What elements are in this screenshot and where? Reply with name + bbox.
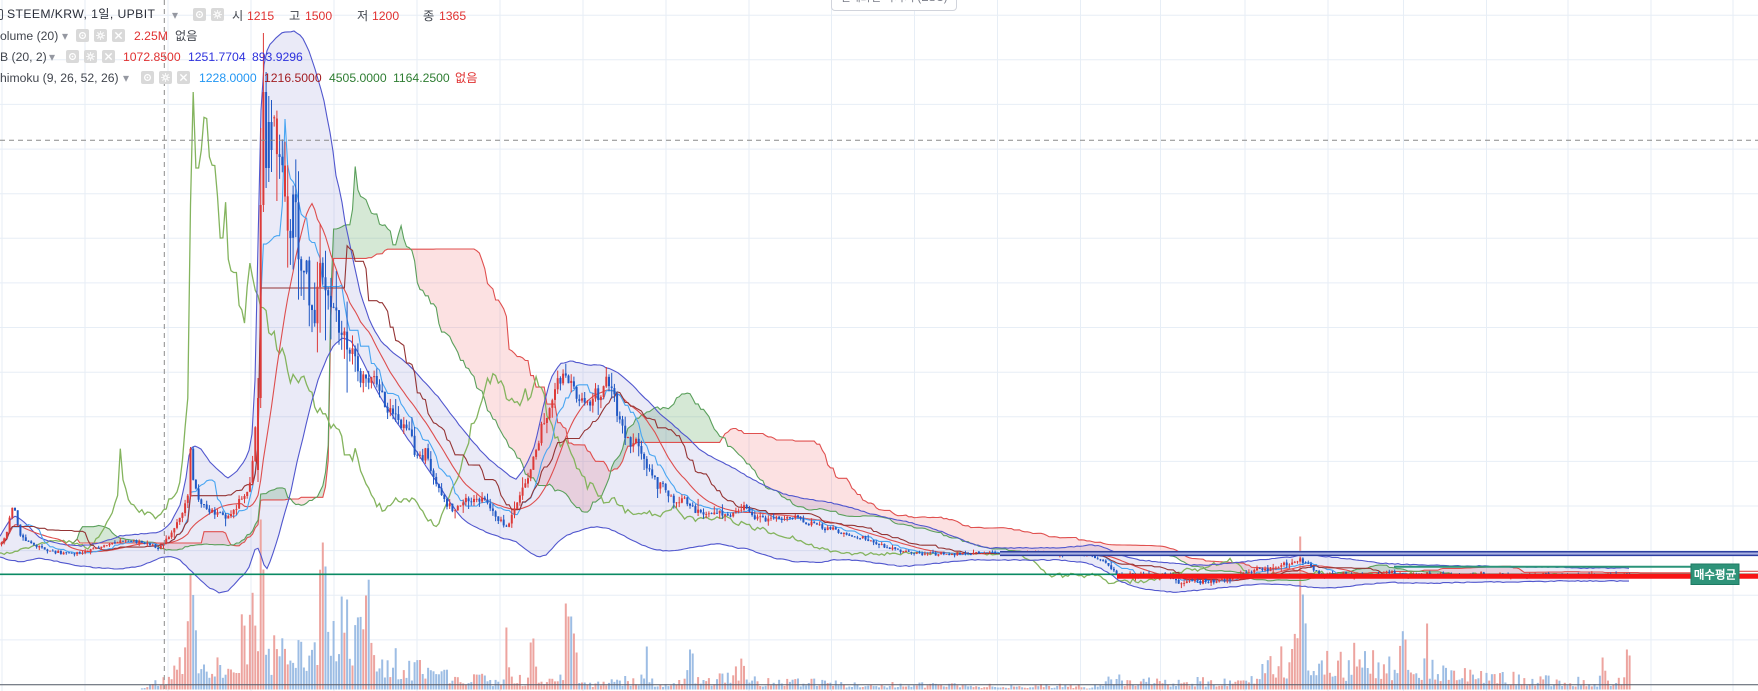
- svg-text:매수평균: 매수평균: [1694, 568, 1737, 582]
